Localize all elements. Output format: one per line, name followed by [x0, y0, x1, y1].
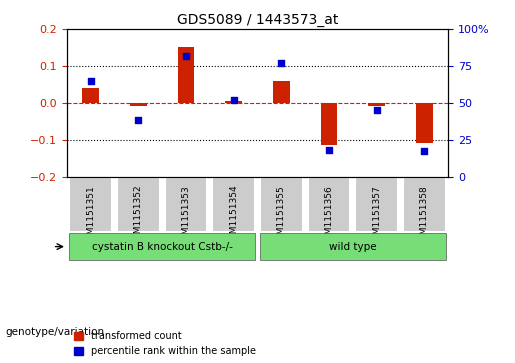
Point	[134, 118, 143, 123]
Text: GSM1151357: GSM1151357	[372, 185, 381, 246]
Text: GSM1151351: GSM1151351	[87, 185, 95, 246]
Point	[325, 147, 333, 153]
Point	[87, 78, 95, 83]
Text: GSM1151358: GSM1151358	[420, 185, 428, 246]
Bar	[82, 88, 99, 103]
Text: genotype/variation: genotype/variation	[5, 327, 104, 337]
Bar	[368, 103, 385, 106]
Text: GSM1151352: GSM1151352	[134, 185, 143, 245]
Text: cystatin B knockout Cstb-/-: cystatin B knockout Cstb-/-	[92, 242, 233, 252]
Point	[182, 53, 190, 58]
FancyBboxPatch shape	[307, 176, 350, 232]
Point	[277, 60, 285, 66]
Title: GDS5089 / 1443573_at: GDS5089 / 1443573_at	[177, 13, 338, 26]
Bar	[130, 103, 147, 106]
Point	[372, 107, 381, 113]
Bar	[273, 81, 289, 103]
FancyBboxPatch shape	[165, 176, 208, 232]
Text: wild type: wild type	[329, 242, 376, 252]
Bar	[226, 101, 242, 103]
Bar	[416, 103, 433, 143]
FancyBboxPatch shape	[117, 176, 160, 232]
FancyBboxPatch shape	[403, 176, 445, 232]
Bar	[321, 103, 337, 145]
Text: GSM1151353: GSM1151353	[182, 185, 191, 246]
Point	[420, 148, 428, 154]
Text: GSM1151355: GSM1151355	[277, 185, 286, 246]
FancyBboxPatch shape	[355, 176, 398, 232]
FancyBboxPatch shape	[260, 176, 303, 232]
Text: GSM1151356: GSM1151356	[324, 185, 333, 246]
FancyBboxPatch shape	[70, 233, 255, 260]
FancyBboxPatch shape	[212, 176, 255, 232]
Text: GSM1151354: GSM1151354	[229, 185, 238, 245]
FancyBboxPatch shape	[260, 233, 445, 260]
Legend: transformed count, percentile rank within the sample: transformed count, percentile rank withi…	[72, 329, 258, 358]
Point	[230, 97, 238, 103]
FancyBboxPatch shape	[70, 176, 112, 232]
Bar	[178, 48, 194, 103]
